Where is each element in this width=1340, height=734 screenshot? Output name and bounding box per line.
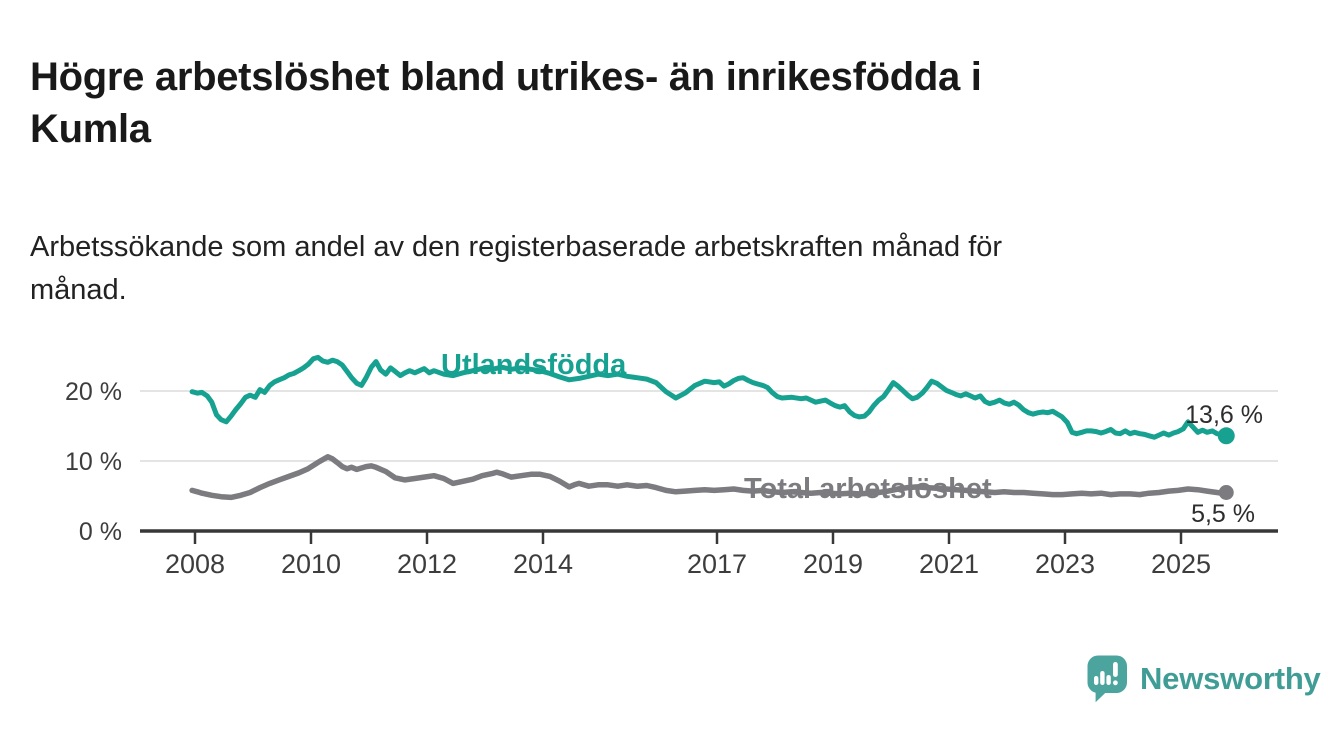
- page-title-line-1: Högre arbetslöshet bland utrikes- än inr…: [30, 54, 982, 99]
- x-tick-label: 2010: [281, 549, 341, 579]
- chart-subtitle-line-2: månad.: [30, 274, 127, 306]
- bar-chart-glyph: [1094, 662, 1118, 686]
- x-tick-label: 2012: [397, 549, 457, 579]
- annotation-total-latest-value: 5,5 %: [1191, 500, 1255, 528]
- series-label-total-arbetsloshet: Total arbetslöshet: [744, 473, 992, 505]
- x-tick-label: 2014: [513, 549, 573, 579]
- newsworthy-logo-icon: [1087, 655, 1127, 703]
- x-tick-label: 2019: [803, 549, 863, 579]
- series-label-utlandsfodda: Utlandsfödda: [441, 349, 627, 381]
- x-tick-label: 2008: [165, 549, 225, 579]
- series-line-total-arbetsloshet: [189, 454, 1229, 501]
- exclamation-dot: [1113, 680, 1118, 686]
- exclamation-bar: [1113, 662, 1118, 677]
- y-tick-label: 20 %: [65, 378, 122, 406]
- y-tick-label: 10 %: [65, 448, 122, 476]
- series-end-dot-total-arbetsloshet: [1218, 485, 1234, 500]
- series-line-utlandsfodda: [189, 354, 1229, 440]
- unemployment-line-chart: 0 % 10 % 20 % 2008 2010 2012 2014 2017 2019 2021…: [65, 349, 1278, 579]
- x-tick-label: 2025: [1151, 549, 1211, 579]
- annotation-utlandsfodda-latest-value: 13,6 %: [1185, 401, 1263, 429]
- newsworthy-logo: Newsworthy: [1087, 653, 1321, 705]
- x-tick-label: 2023: [1035, 549, 1095, 579]
- series-end-dot-utlandsfodda: [1217, 427, 1235, 445]
- x-axis-ticks-and-labels: 2008 2010 2012 2014 2017 2019 2021 2023 2025: [165, 532, 1211, 579]
- series-end-dots: [1217, 427, 1235, 500]
- page-title: Högre arbetslöshet bland utrikes- än inr…: [30, 51, 1310, 155]
- page-title-line-2: Kumla: [30, 106, 151, 151]
- y-tick-label: 0 %: [79, 518, 122, 546]
- chart-subtitle-line-1: Arbetssökande som andel av den registerb…: [30, 231, 1003, 263]
- chart-subtitle: Arbetssökande som andel av den registerb…: [30, 226, 1310, 312]
- x-tick-label: 2017: [687, 549, 747, 579]
- brand-name: Newsworthy: [1140, 661, 1321, 696]
- series-lines: [189, 354, 1229, 501]
- y-gridlines-and-labels: 0 % 10 % 20 %: [65, 378, 1278, 546]
- x-tick-label: 2021: [919, 549, 979, 579]
